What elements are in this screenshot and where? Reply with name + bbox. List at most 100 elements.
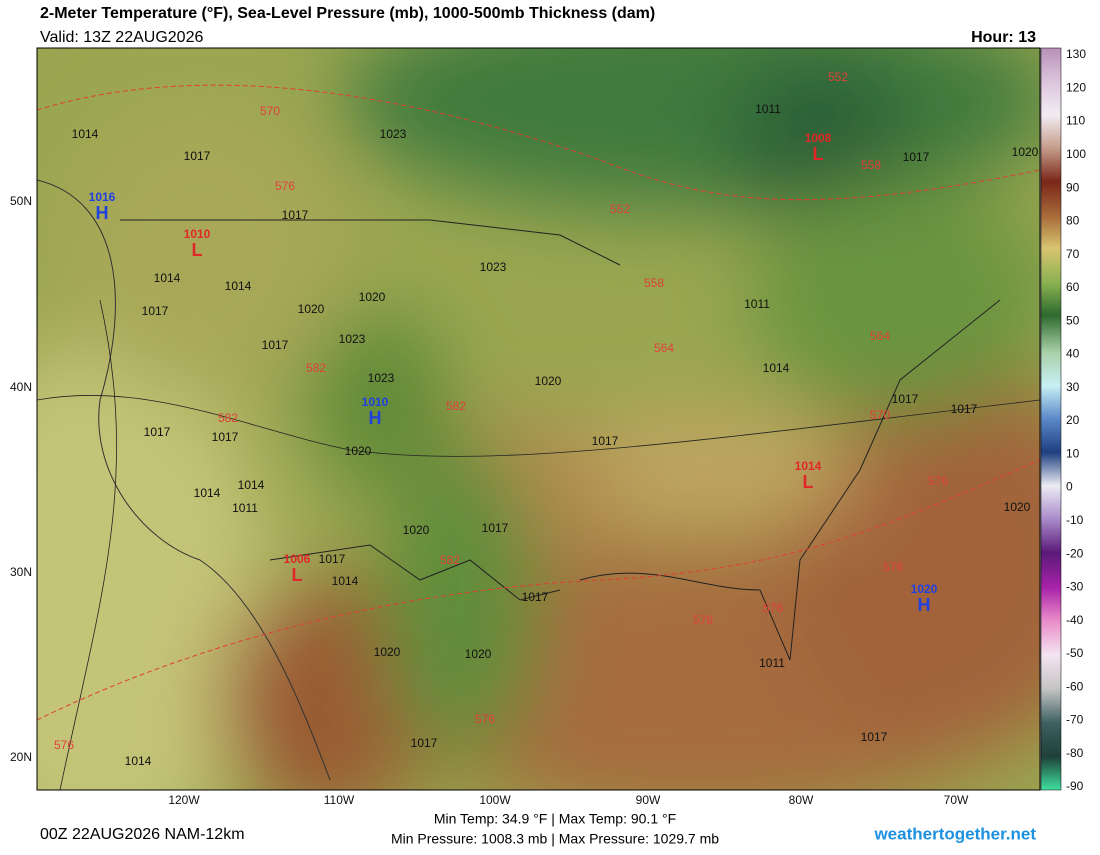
isobar-label: 1020 (403, 523, 430, 537)
isobar-label: 1017 (212, 430, 239, 444)
isobar-label: 1017 (522, 590, 549, 604)
isobar-label: 1020 (465, 647, 492, 661)
isobar-label: 1020 (345, 444, 372, 458)
center-symbol: L (192, 240, 203, 260)
lon-label: 70W (944, 793, 969, 807)
isobar-label: 1017 (861, 730, 888, 744)
isobar-label: 1017 (262, 338, 289, 352)
lon-label: 90W (636, 793, 661, 807)
isobar (37, 299, 1040, 790)
colorbar-tick: 20 (1066, 413, 1080, 427)
thickness-label: 576 (883, 560, 903, 574)
center-pressure: 1008 (805, 131, 832, 145)
isobar-label: 1014 (194, 486, 221, 500)
colorbar-tick: -90 (1066, 779, 1084, 793)
map-frame (36, 47, 1041, 791)
thickness-label: 552 (610, 202, 630, 216)
isobar-label: 1017 (282, 208, 309, 222)
thickness-label: 570 (260, 104, 280, 118)
isobar-label: 1017 (951, 402, 978, 416)
isobar-label: 1017 (142, 304, 169, 318)
center-pressure: 1020 (911, 582, 938, 596)
center-symbol: L (292, 565, 303, 585)
colorbar-tick: 70 (1066, 247, 1080, 261)
isobar-label: 1023 (480, 260, 507, 274)
forecast-hour: Hour: 13 (971, 29, 1036, 46)
isobar-label: 1017 (184, 149, 211, 163)
center-pressure: 1010 (362, 395, 389, 409)
lat-label: 50N (10, 194, 32, 208)
colorbar-tick: 50 (1066, 313, 1080, 327)
isobar-label: 1017 (482, 521, 509, 535)
thickness-label: 576 (54, 738, 74, 752)
isobar-label: 1020 (298, 302, 325, 316)
center-pressure: 1006 (284, 552, 311, 566)
isobar-label: 1023 (380, 127, 407, 141)
thickness-label: 576 (693, 613, 713, 627)
isobar-label: 1017 (903, 150, 930, 164)
isobar-label: 1017 (411, 736, 438, 750)
borders (120, 219, 1001, 661)
isobar-label: 1014 (154, 271, 181, 285)
isobar-label: 1020 (359, 290, 386, 304)
isobar-label: 1014 (72, 127, 99, 141)
isobar-label: 1017 (319, 552, 346, 566)
site: weathertogether.net (873, 824, 1036, 843)
colorbar-tick: 120 (1066, 80, 1086, 94)
isobar-label: 1020 (1004, 500, 1031, 514)
center-symbol: H (96, 203, 109, 223)
isobar-label: 1014 (763, 361, 790, 375)
colorbar-tick: 130 (1066, 47, 1086, 61)
colorbar-tick: -40 (1066, 613, 1084, 627)
thickness-label: 582 (446, 399, 466, 413)
colorbar (1040, 47, 1062, 791)
center-pressure: 1010 (184, 227, 211, 241)
thickness-label: 558 (861, 158, 881, 172)
isobar-label: 1011 (759, 656, 785, 670)
title: 2-Meter Temperature (°F), Sea-Level Pres… (40, 5, 655, 22)
isobar-label: 1014 (332, 574, 359, 588)
lon-label: 110W (324, 793, 355, 807)
colorbar-tick: 10 (1066, 446, 1080, 460)
lon-label: 120W (168, 793, 200, 807)
lat-label: 40N (10, 380, 32, 394)
thickness-label: 564 (870, 329, 890, 343)
center-symbol: L (803, 472, 814, 492)
thickness-label: 582 (440, 553, 460, 567)
valid-time: Valid: 13Z 22AUG2026 (40, 29, 203, 46)
thickness-contour (37, 84, 1040, 721)
colorbar-tick: 30 (1066, 380, 1080, 394)
colorbar-tick: 90 (1066, 180, 1080, 194)
isobar-label: 1017 (144, 425, 171, 439)
center-symbol: L (813, 144, 824, 164)
isobar-label: 1011 (755, 102, 781, 116)
colorbar-tick: 110 (1066, 114, 1085, 128)
thickness-label: 552 (828, 70, 848, 84)
colorbar-tick: -60 (1066, 679, 1084, 693)
isobar-label: 1014 (225, 279, 252, 293)
thickness-label: 570 (870, 408, 890, 422)
isobar-label: 1023 (368, 371, 395, 385)
center-symbol: H (369, 408, 382, 428)
isobar-label: 1020 (1012, 145, 1039, 159)
thickness-label: 576 (763, 601, 783, 615)
thickness-label: 564 (654, 341, 674, 355)
lon-label: 80W (789, 793, 814, 807)
isobar-label: 1011 (232, 501, 258, 515)
isobar-label: 1014 (125, 754, 152, 768)
lon-label: 100W (479, 793, 511, 807)
colorbar-tick: 40 (1066, 347, 1080, 361)
lat-label: 30N (10, 565, 32, 579)
thickness-label: 558 (644, 276, 664, 290)
center-pressure: 1014 (795, 459, 822, 473)
pressure-range: Min Pressure: 1008.3 mb | Max Pressure: … (391, 831, 719, 847)
thickness-label: 576 (928, 474, 948, 488)
isobar-label: 1011 (744, 297, 770, 311)
colorbar-tick: -50 (1066, 646, 1084, 660)
temp-range: Min Temp: 34.9 °F | Max Temp: 90.1 °F (434, 811, 676, 827)
center-symbol: H (918, 595, 931, 615)
colorbar-tick: -70 (1066, 713, 1084, 727)
coastline (37, 179, 331, 781)
isobar-label: 1023 (339, 332, 366, 346)
